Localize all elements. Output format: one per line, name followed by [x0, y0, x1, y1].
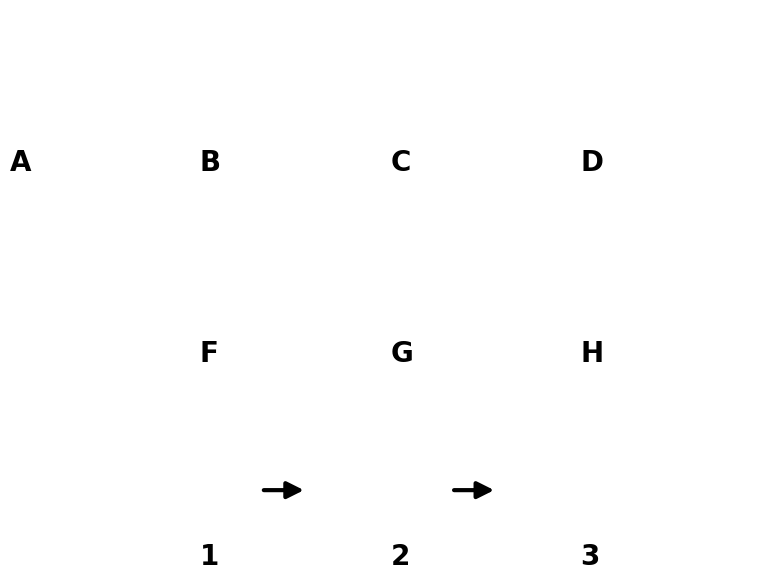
Text: A: A [9, 149, 31, 177]
Text: H: H [581, 340, 603, 367]
Text: G: G [390, 340, 413, 367]
Text: 3: 3 [581, 542, 600, 571]
Text: E: E [9, 207, 28, 235]
Text: C: C [390, 149, 411, 177]
Text: 2: 2 [390, 542, 410, 571]
Text: 1: 1 [199, 542, 219, 571]
Text: D: D [581, 149, 603, 177]
Text: B: B [199, 149, 221, 177]
Text: F: F [199, 340, 218, 367]
Text: I: I [9, 542, 20, 571]
